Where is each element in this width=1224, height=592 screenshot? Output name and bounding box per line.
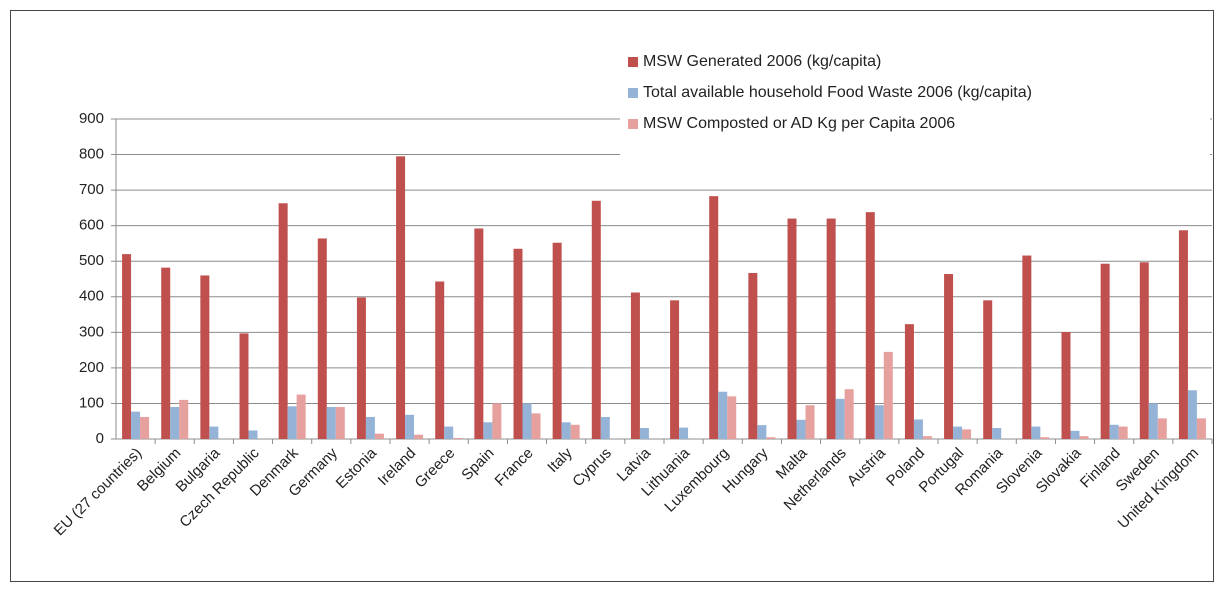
bar <box>835 398 845 439</box>
bar <box>444 426 454 439</box>
bar <box>1178 230 1188 439</box>
bar <box>278 203 288 439</box>
bar <box>453 437 463 439</box>
bar <box>474 228 484 439</box>
bar <box>122 254 132 439</box>
y-tick-label: 400 <box>79 288 104 305</box>
bar <box>513 248 523 439</box>
bar <box>826 218 836 439</box>
legend-background <box>620 45 1210 157</box>
bar <box>805 405 815 439</box>
bar <box>591 200 601 439</box>
bar <box>679 427 689 439</box>
bar <box>913 419 923 439</box>
bar <box>1040 437 1050 439</box>
bar <box>1031 426 1041 439</box>
bar <box>944 274 954 439</box>
bar <box>844 389 854 439</box>
y-tick-label: 100 <box>79 394 104 411</box>
bar <box>1070 430 1080 439</box>
bar <box>405 414 415 439</box>
y-tick-label: 600 <box>79 217 104 234</box>
bar <box>1022 255 1032 439</box>
bar <box>953 426 963 439</box>
bar <box>335 407 345 439</box>
bar <box>248 430 258 439</box>
bar <box>570 424 580 439</box>
legend-label: MSW Composted or AD Kg per Capita 2006 <box>643 115 955 132</box>
bar <box>1100 263 1110 439</box>
bar <box>414 434 424 439</box>
bar <box>1148 403 1158 439</box>
legend-swatch <box>628 88 638 98</box>
bar <box>374 433 384 439</box>
bar <box>140 416 150 439</box>
y-tick-label: 800 <box>79 146 104 163</box>
bar <box>748 272 758 439</box>
y-tick-label: 900 <box>79 110 104 127</box>
bar <box>435 281 445 439</box>
bar <box>757 425 767 439</box>
bar <box>1061 331 1071 439</box>
bar <box>365 416 375 439</box>
bar <box>1157 418 1167 439</box>
bar <box>865 212 875 439</box>
bar <box>904 324 914 439</box>
bar <box>1139 262 1149 439</box>
bar <box>170 407 180 439</box>
bar <box>552 242 562 439</box>
bar <box>766 437 776 439</box>
legend-swatch <box>628 119 638 129</box>
bar <box>161 267 171 439</box>
bar <box>883 351 893 439</box>
bar <box>922 436 932 439</box>
bar <box>1109 424 1119 439</box>
bar <box>1079 436 1089 439</box>
bar <box>874 405 884 439</box>
bar <box>639 427 649 439</box>
bar <box>200 275 210 439</box>
bar <box>1118 426 1128 439</box>
bar <box>239 333 249 439</box>
bar <box>209 426 219 439</box>
bar <box>296 394 306 439</box>
bar <box>492 403 502 439</box>
bar <box>131 411 141 439</box>
bar <box>483 422 493 439</box>
y-tick-label: 300 <box>79 323 104 340</box>
bar <box>356 297 366 439</box>
legend-label: Total available household Food Waste 200… <box>643 84 1032 101</box>
bar <box>317 238 327 439</box>
bar <box>718 391 728 439</box>
y-tick-label: 200 <box>79 359 104 376</box>
bar <box>396 156 406 440</box>
legend-swatch <box>628 57 638 67</box>
bar <box>287 406 297 439</box>
y-tick-label: 0 <box>96 430 104 447</box>
bar <box>179 399 189 439</box>
bar <box>727 396 737 439</box>
legend-label: MSW Generated 2006 (kg/capita) <box>643 53 881 70</box>
bar <box>962 429 972 439</box>
y-tick-label: 500 <box>79 252 104 269</box>
bar <box>992 427 1002 439</box>
bar <box>561 422 571 439</box>
y-tick-label: 700 <box>79 181 104 198</box>
bar <box>600 416 610 439</box>
bar <box>983 300 993 439</box>
bar <box>522 403 532 439</box>
bar <box>670 300 680 439</box>
bar <box>796 419 806 439</box>
bar <box>531 413 541 439</box>
bar <box>709 196 719 439</box>
bar <box>1196 418 1206 439</box>
bar <box>630 292 640 439</box>
bar <box>326 407 336 439</box>
bar <box>1187 390 1197 439</box>
bar <box>787 218 797 439</box>
